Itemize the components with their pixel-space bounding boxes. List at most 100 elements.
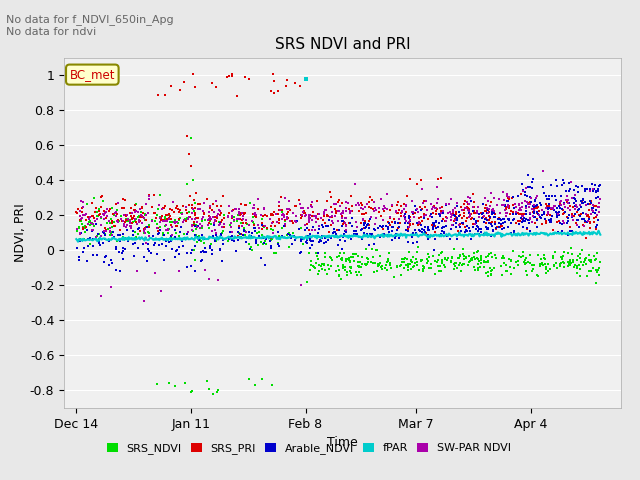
Point bbox=[521, 202, 531, 210]
Point bbox=[191, 221, 201, 228]
Point bbox=[316, 237, 326, 244]
Point bbox=[491, 225, 501, 232]
Point bbox=[440, 202, 451, 209]
Point bbox=[182, 209, 193, 217]
Point bbox=[575, 197, 586, 205]
Point bbox=[496, 222, 506, 230]
Point bbox=[115, 231, 125, 239]
Point bbox=[95, 210, 105, 218]
Point bbox=[358, 216, 368, 223]
Point bbox=[523, 200, 533, 208]
Point bbox=[205, 213, 215, 221]
Point bbox=[447, 211, 457, 218]
Point bbox=[503, 197, 513, 204]
Point bbox=[343, 200, 353, 207]
Point bbox=[436, 209, 446, 216]
Point bbox=[448, 208, 458, 216]
Point bbox=[417, 217, 427, 225]
Point bbox=[128, 231, 138, 239]
Point bbox=[211, 229, 221, 237]
Point bbox=[435, 262, 445, 269]
Point bbox=[108, 212, 118, 219]
Point bbox=[234, 210, 244, 217]
Point bbox=[217, 229, 227, 237]
Point bbox=[139, 229, 149, 237]
Point bbox=[383, 255, 393, 263]
Point bbox=[292, 217, 302, 225]
Point bbox=[439, 228, 449, 236]
Point bbox=[436, 248, 447, 255]
Point bbox=[193, 214, 204, 222]
Point bbox=[114, 217, 124, 225]
Point bbox=[462, 227, 472, 235]
Point bbox=[198, 248, 209, 255]
Point bbox=[356, 226, 367, 234]
Point bbox=[424, 212, 435, 220]
Point bbox=[212, 214, 222, 222]
Point bbox=[166, 238, 176, 245]
Point bbox=[320, 253, 330, 261]
Point bbox=[404, 213, 415, 221]
Point bbox=[138, 210, 148, 217]
Point bbox=[356, 199, 367, 206]
Point bbox=[76, 216, 86, 223]
Point bbox=[459, 206, 469, 214]
Point bbox=[441, 213, 451, 221]
Point bbox=[152, 220, 163, 228]
Point bbox=[420, 204, 431, 211]
Point bbox=[369, 268, 379, 276]
Point bbox=[248, 213, 258, 220]
Point bbox=[325, 188, 335, 196]
Point bbox=[407, 233, 417, 240]
Point bbox=[163, 236, 173, 244]
Point bbox=[346, 235, 356, 243]
Point bbox=[529, 206, 539, 214]
Point bbox=[364, 221, 374, 229]
Point bbox=[227, 70, 237, 78]
Point bbox=[260, 222, 270, 230]
Point bbox=[527, 218, 537, 226]
Point bbox=[118, 247, 128, 255]
Point bbox=[423, 227, 433, 234]
Point bbox=[454, 252, 465, 260]
Point bbox=[480, 215, 490, 222]
Point bbox=[359, 210, 369, 217]
Point bbox=[452, 227, 463, 234]
Point bbox=[313, 249, 323, 257]
Point bbox=[99, 229, 109, 237]
Point bbox=[418, 266, 428, 274]
Point bbox=[219, 224, 229, 231]
Point bbox=[551, 259, 561, 267]
Point bbox=[367, 196, 377, 204]
Point bbox=[249, 211, 259, 218]
Point bbox=[428, 219, 438, 227]
Point bbox=[181, 217, 191, 225]
Point bbox=[199, 210, 209, 218]
Point bbox=[513, 262, 524, 269]
Point bbox=[380, 204, 390, 212]
Point bbox=[496, 262, 506, 269]
Point bbox=[410, 206, 420, 214]
Point bbox=[490, 213, 500, 221]
Point bbox=[545, 218, 556, 226]
Point bbox=[312, 197, 323, 205]
Point bbox=[588, 208, 598, 216]
Point bbox=[508, 208, 518, 216]
Point bbox=[403, 255, 413, 263]
Point bbox=[429, 228, 440, 236]
Point bbox=[412, 262, 422, 269]
Point bbox=[100, 214, 111, 221]
Point bbox=[242, 221, 252, 228]
Point bbox=[339, 207, 349, 215]
Point bbox=[196, 215, 207, 223]
Point bbox=[92, 215, 102, 222]
Point bbox=[462, 222, 472, 230]
Point bbox=[467, 190, 477, 197]
Point bbox=[333, 266, 344, 274]
Point bbox=[207, 246, 217, 254]
Point bbox=[524, 216, 534, 223]
Point bbox=[517, 199, 527, 206]
Point bbox=[190, 209, 200, 216]
Point bbox=[515, 214, 525, 222]
Point bbox=[456, 228, 467, 235]
